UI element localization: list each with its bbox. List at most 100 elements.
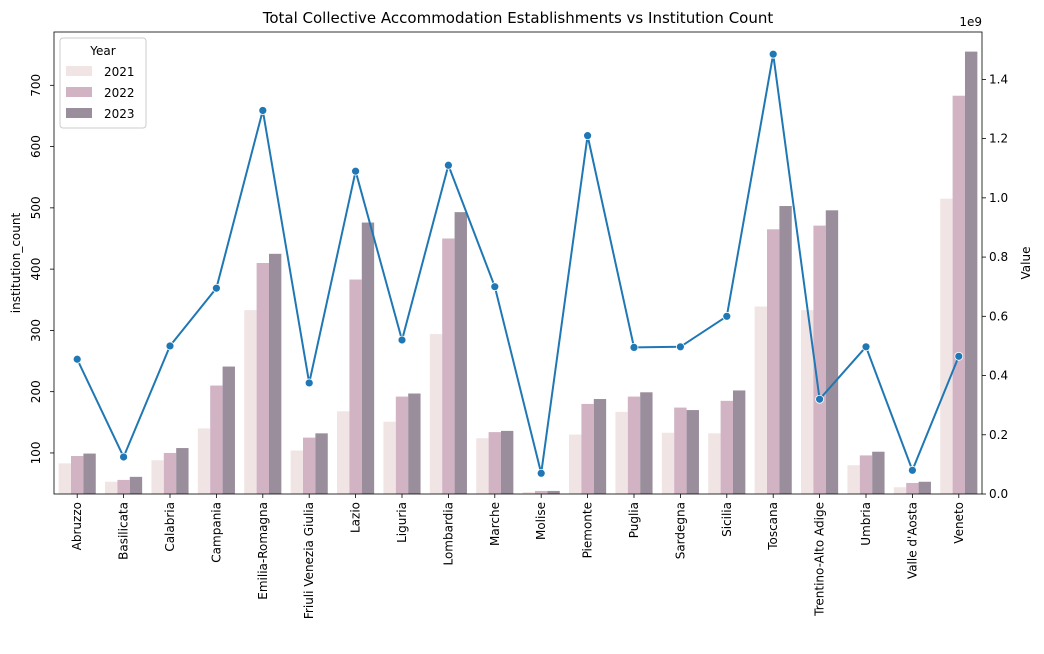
x-tick-label: Piemonte xyxy=(581,502,595,558)
x-tick-label: Valle d'Aosta xyxy=(905,502,919,579)
bar-2023-Liguria xyxy=(408,393,421,494)
bar-2023-Basilicata xyxy=(129,476,143,494)
bar-2021-Umbria xyxy=(847,465,860,494)
bar-2023-Calabria xyxy=(176,448,189,494)
bar-2023-Friuli Venezia Giulia xyxy=(315,433,328,494)
right-tick-label: 1.4 xyxy=(989,72,1008,86)
x-tick-label: Molise xyxy=(534,502,548,540)
legend-label-2022: 2022 xyxy=(104,86,135,100)
value-point-Lombardia xyxy=(443,160,453,170)
bars-group xyxy=(58,51,978,495)
bar-2023-Toscana xyxy=(779,206,792,494)
bar-2022-Abruzzo xyxy=(71,456,84,494)
value-line xyxy=(76,54,960,474)
legend-label-2021: 2021 xyxy=(104,65,135,79)
bar-2023-Valle d'Aosta xyxy=(918,481,931,494)
left-tick-label: 700 xyxy=(29,74,43,97)
left-tick-label: 300 xyxy=(29,319,43,342)
value-point-Valle d'Aosta xyxy=(908,465,917,475)
bar-2023-Umbria xyxy=(872,451,885,494)
x-tick-label: Abruzzo xyxy=(70,502,84,550)
line-group xyxy=(72,49,964,478)
bar-2021-Molise xyxy=(522,492,536,494)
bar-2023-Marche xyxy=(500,430,514,494)
x-tick-label: Friuli Venezia Giulia xyxy=(302,502,316,619)
bar-2023-Abruzzo xyxy=(83,453,96,494)
x-tick-label: Sardegna xyxy=(673,502,687,559)
bar-2021-Abruzzo xyxy=(58,463,72,494)
value-point-Puglia xyxy=(629,342,639,352)
right-tick-label: 0.8 xyxy=(989,250,1008,264)
bar-2021-Marche xyxy=(476,438,489,494)
bar-2021-Trentino-Alto Adige xyxy=(801,310,814,494)
bar-2022-Marche xyxy=(488,432,501,494)
x-tick-label: Calabria xyxy=(163,502,177,552)
bar-2021-Toscana xyxy=(754,306,768,494)
bar-2021-Emilia-Romagna xyxy=(244,310,257,494)
legend-title: Year xyxy=(89,44,115,58)
right-tick-label: 1.0 xyxy=(989,191,1008,205)
bar-2022-Molise xyxy=(535,490,548,494)
value-point-Piemonte xyxy=(583,131,592,141)
left-tick-label: 600 xyxy=(29,135,43,158)
x-tick-label: Puglia xyxy=(627,502,641,538)
bar-2023-Lazio xyxy=(361,222,375,494)
right-tick-label: 0.2 xyxy=(989,428,1008,442)
left-tick-label: 200 xyxy=(29,380,43,403)
x-tick-label: Basilicata xyxy=(117,502,131,560)
bar-2022-Basilicata xyxy=(117,479,130,494)
bar-2022-Lombardia xyxy=(442,238,455,494)
x-tick-label: Campania xyxy=(209,502,223,563)
x-tick-label: Sicilia xyxy=(720,502,734,537)
bar-2022-Friuli Venezia Giulia xyxy=(303,437,316,494)
value-point-Emilia-Romagna xyxy=(258,106,268,115)
value-point-Calabria xyxy=(165,341,175,351)
value-point-Liguria xyxy=(397,335,407,345)
bar-2022-Calabria xyxy=(163,452,177,494)
x-tick-label: Trentino-Alto Adige xyxy=(813,502,827,617)
chart-title: Total Collective Accommodation Establish… xyxy=(262,9,774,27)
bar-2023-Veneto xyxy=(964,51,978,495)
bar-2022-Toscana xyxy=(767,229,780,495)
bar-2022-Sardegna xyxy=(674,407,687,494)
left-tick-label: 100 xyxy=(29,441,43,464)
x-tick-label: Lazio xyxy=(349,502,363,533)
bar-2023-Sicilia xyxy=(732,390,746,494)
right-axis-offset: 1e9 xyxy=(959,15,982,29)
bar-2023-Puglia xyxy=(640,392,653,494)
value-point-Molise xyxy=(536,468,546,478)
x-tick-label: Marche xyxy=(488,502,502,546)
right-tick-label: 0.4 xyxy=(989,369,1008,383)
value-point-Veneto xyxy=(954,351,964,361)
bar-2021-Calabria xyxy=(151,460,164,494)
bar-2021-Sicilia xyxy=(708,433,721,494)
legend-box xyxy=(59,37,147,129)
legend: Year 2021 2022 2023 xyxy=(59,37,147,129)
bar-2021-Sardegna xyxy=(661,432,675,494)
value-point-Basilicata xyxy=(119,452,128,462)
x-tick-label: Lombardia xyxy=(441,502,455,566)
x-tick-label: Emilia-Romagna xyxy=(256,502,270,600)
bar-2021-Liguria xyxy=(383,421,396,494)
bar-2022-Sicilia xyxy=(720,400,733,494)
bar-2023-Campania xyxy=(222,366,235,494)
x-tick-label: Toscana xyxy=(766,502,780,551)
bar-2022-Emilia-Romagna xyxy=(256,263,269,494)
bar-2022-Valle d'Aosta xyxy=(906,482,919,494)
value-point-Friuli Venezia Giulia xyxy=(304,378,314,388)
bar-2023-Lombardia xyxy=(454,212,467,494)
bar-2022-Umbria xyxy=(859,455,873,494)
value-point-Abruzzo xyxy=(72,354,82,364)
left-tick-label: 500 xyxy=(29,196,43,219)
value-point-Umbria xyxy=(861,342,871,352)
bar-2021-Lombardia xyxy=(429,334,443,494)
right-tick-label: 1.2 xyxy=(989,132,1008,146)
bar-2023-Piemonte xyxy=(593,399,607,494)
value-point-Sardegna xyxy=(676,342,685,352)
value-point-Lazio xyxy=(351,166,361,176)
value-point-Sicilia xyxy=(722,311,732,321)
bar-2021-Puglia xyxy=(615,411,628,494)
bar-2023-Sardegna xyxy=(686,410,699,494)
value-point-Toscana xyxy=(768,49,778,59)
